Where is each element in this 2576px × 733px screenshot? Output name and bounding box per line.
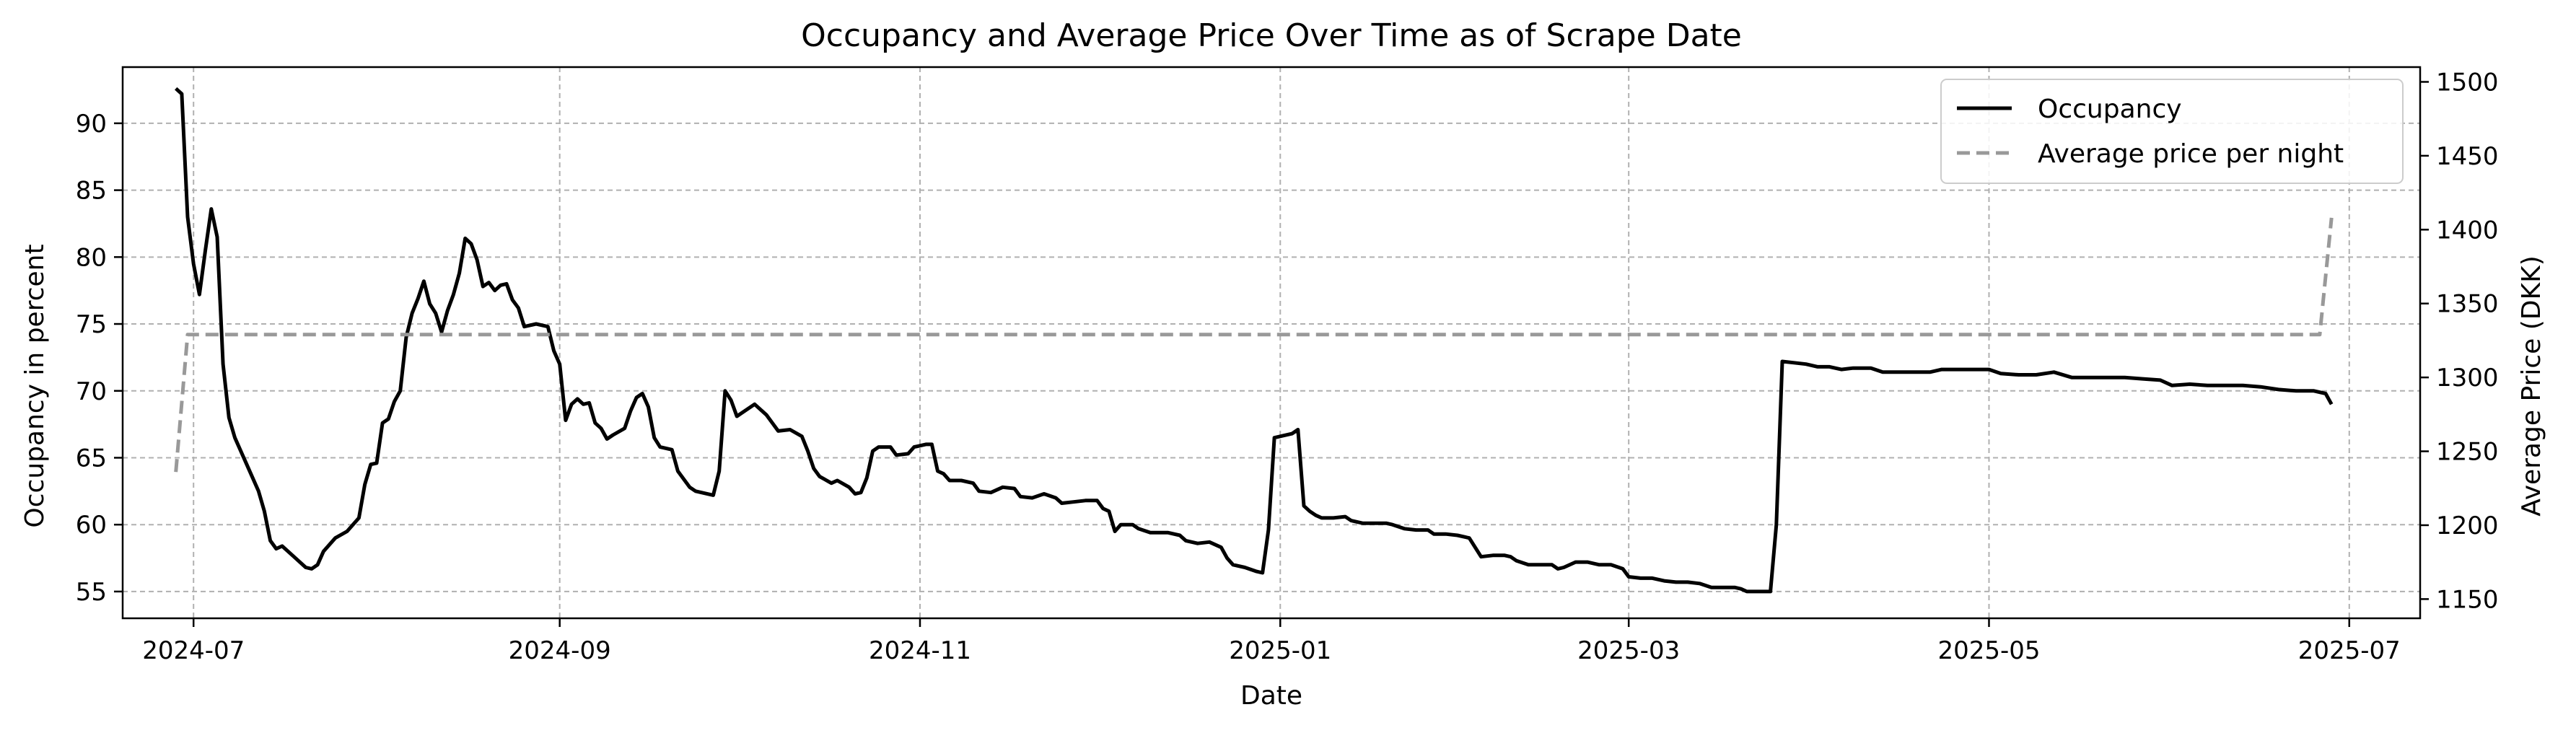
y2-tick-label: 1450 bbox=[2436, 142, 2499, 171]
y-tick-label: 55 bbox=[76, 578, 107, 607]
y-tick-label: 80 bbox=[76, 243, 107, 272]
x-axis-label: Date bbox=[1240, 681, 1302, 711]
y-tick-label: 85 bbox=[76, 177, 107, 206]
x-tick-label: 2024-07 bbox=[142, 636, 245, 665]
y2-tick-label: 1300 bbox=[2436, 364, 2499, 392]
y-tick-label: 65 bbox=[76, 444, 107, 473]
price-series-line bbox=[174, 217, 2334, 473]
legend-price-label: Average price per night bbox=[2038, 139, 2344, 169]
axes: 55 60 65 70 75 80 85 90 1150 1200 1250 1300 1350 1400… bbox=[76, 66, 2499, 665]
legend-box bbox=[1940, 79, 2404, 184]
y-tick-label: 75 bbox=[76, 310, 107, 339]
x-tick-label: 2025-07 bbox=[2298, 636, 2401, 665]
y2-tick-label: 1150 bbox=[2436, 585, 2499, 614]
legend: Occupancy Average price per night bbox=[1940, 79, 2404, 184]
y2-tick-label: 1200 bbox=[2436, 512, 2499, 540]
x-tick-label: 2025-01 bbox=[1229, 636, 1331, 665]
occupancy-series-line bbox=[175, 87, 2334, 594]
y2-tick-label: 1250 bbox=[2436, 438, 2499, 467]
y-tick-label: 90 bbox=[76, 110, 107, 139]
y2-tick-label: 1350 bbox=[2436, 290, 2499, 319]
x-tick-label: 2024-09 bbox=[509, 636, 611, 665]
y-tick-label: 60 bbox=[76, 511, 107, 540]
legend-occupancy-label: Occupancy bbox=[2038, 95, 2182, 124]
y2-axis-label: Average Price (DKK) bbox=[2517, 255, 2546, 517]
x-tick-label: 2024-11 bbox=[869, 636, 971, 665]
grid-lines bbox=[123, 67, 2420, 618]
y2-tick-label: 1400 bbox=[2436, 216, 2499, 245]
y-tick-label: 70 bbox=[76, 377, 107, 406]
x-tick-label: 2025-03 bbox=[1577, 636, 1680, 665]
y-axis-label: Occupancy in percent bbox=[20, 244, 50, 527]
y2-tick-label: 1500 bbox=[2436, 68, 2499, 97]
series-lines bbox=[174, 87, 2334, 594]
plot-frame bbox=[121, 66, 2422, 620]
x-tick-label: 2025-05 bbox=[1937, 636, 2040, 665]
chart-title: Occupancy and Average Price Over Time as… bbox=[801, 17, 1742, 54]
